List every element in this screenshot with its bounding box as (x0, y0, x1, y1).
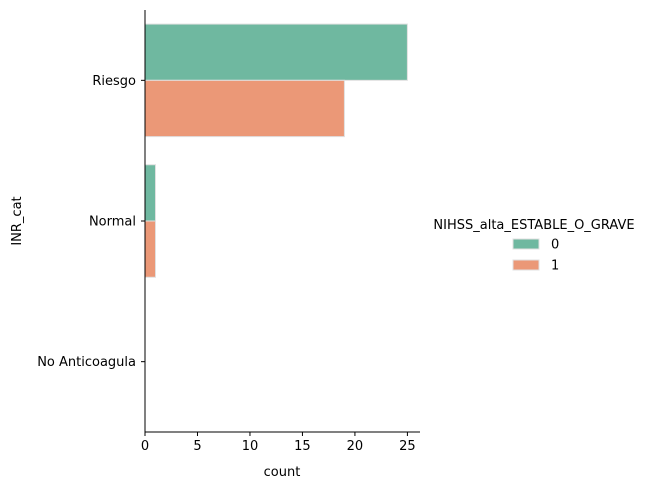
x-ticks-group: 0 5 10 15 20 25 (141, 432, 416, 454)
legend-title: NIHSS_alta_ESTABLE_O_GRAVE (433, 218, 634, 233)
y-axis-label: INR_cat (10, 196, 25, 245)
legend-swatch-1 (512, 259, 540, 271)
bar-riesgo-series-1 (144, 79, 345, 138)
x-axis-label: count (264, 465, 301, 480)
legend: NIHSS_alta_ESTABLE_O_GRAVE 01 (433, 218, 634, 274)
legend-items: 01 (512, 238, 559, 274)
x-tick-label: 0 (141, 439, 149, 454)
bar-riesgo-series-0 (144, 23, 408, 81)
bar-normal-series-0 (144, 164, 156, 222)
y-ticks-group: Riesgo Normal No Anticoagula (37, 74, 145, 370)
legend-swatch-0 (512, 238, 540, 250)
x-tick-label: 25 (399, 439, 416, 454)
x-tick-label: 5 (193, 439, 201, 454)
y-tick-label: No Anticoagula (37, 355, 136, 370)
y-tick-label: Riesgo (92, 74, 136, 89)
x-tick-label: 10 (242, 439, 259, 454)
y-tick-label: Normal (89, 215, 136, 230)
legend-label-0: 0 (551, 238, 559, 253)
bars-group (144, 23, 408, 278)
x-tick-label: 20 (347, 439, 364, 454)
x-tick-label: 15 (294, 439, 311, 454)
legend-label-1: 1 (551, 259, 559, 274)
bar-normal-series-1 (144, 220, 156, 278)
